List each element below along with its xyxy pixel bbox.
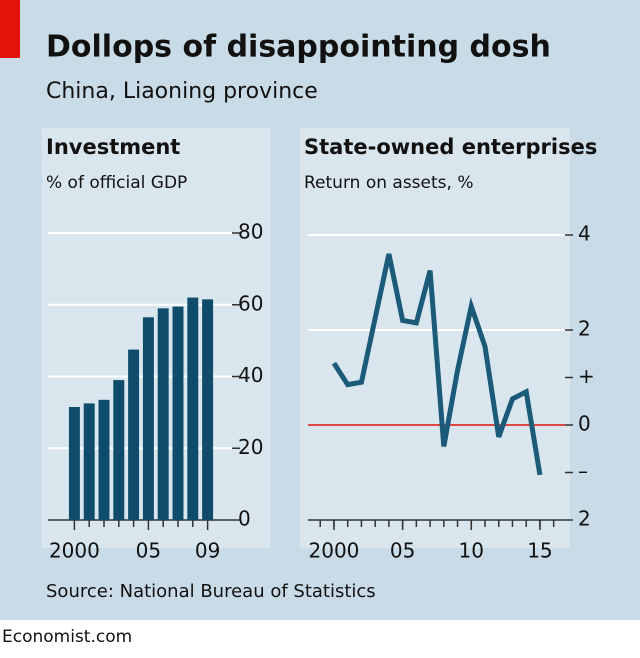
y-tick-label: + xyxy=(578,364,595,388)
y-tick-label: 20 xyxy=(238,435,263,459)
y-tick-label: 0 xyxy=(578,412,591,436)
y-tick-label: 40 xyxy=(238,363,263,387)
y-tick-label: 0 xyxy=(238,507,251,531)
bar xyxy=(142,317,154,520)
panel xyxy=(42,128,270,548)
x-tick-label: 05 xyxy=(136,539,161,563)
bar xyxy=(113,380,125,520)
y-tick-label: 2 xyxy=(578,317,591,341)
y-tick-label: 80 xyxy=(238,220,263,244)
panel-subtitle: Return on assets, % xyxy=(304,173,473,193)
panel-subtitle: % of official GDP xyxy=(46,173,187,193)
y-tick-label: 60 xyxy=(238,291,263,315)
y-tick-label: 4 xyxy=(578,222,591,246)
red-tag xyxy=(0,0,20,58)
panel-title: Investment xyxy=(46,135,180,159)
footer: Economist.com xyxy=(2,627,132,647)
line-series xyxy=(331,253,543,476)
bar xyxy=(172,306,184,520)
y-tick-label: 2 xyxy=(578,507,591,531)
y-tick-label: – xyxy=(578,459,588,483)
bar xyxy=(98,399,110,520)
x-tick-label: 10 xyxy=(459,539,484,563)
x-tick-label: 2000 xyxy=(309,539,360,563)
chart-subtitle: China, Liaoning province xyxy=(46,79,318,104)
x-tick-label: 09 xyxy=(195,539,220,563)
x-tick-label: 2000 xyxy=(49,539,100,563)
bar xyxy=(128,349,140,520)
bar xyxy=(68,406,80,520)
x-tick-label: 05 xyxy=(390,539,415,563)
bar xyxy=(187,297,199,520)
bar xyxy=(202,299,214,520)
chart-title: Dollops of disappointing dosh xyxy=(46,30,551,65)
x-tick-label: 15 xyxy=(527,539,552,563)
bar xyxy=(157,308,169,520)
panel-title: State-owned enterprises xyxy=(304,135,597,159)
bar xyxy=(83,403,95,520)
source: Source: National Bureau of Statistics xyxy=(46,581,376,602)
